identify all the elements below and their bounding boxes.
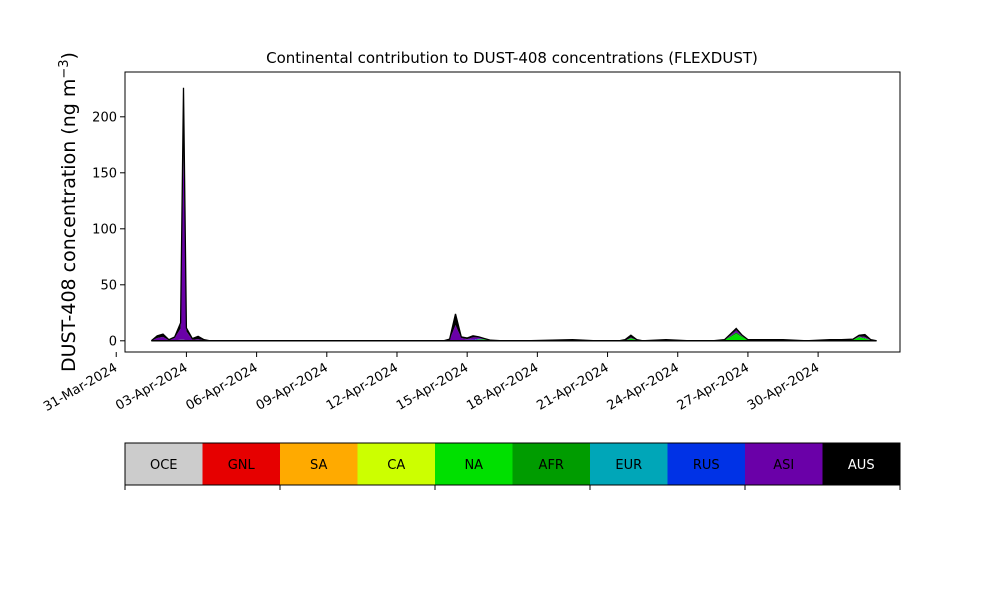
x-tick-label: 30-Apr-2024 xyxy=(745,360,822,413)
legend-swatch-aus xyxy=(822,443,901,485)
x-tick-label: 15-Apr-2024 xyxy=(394,360,471,413)
legend: OCE GNL SA CA NA AFR EUR RUS ASI AUS xyxy=(124,442,901,490)
legend-label-na: NA xyxy=(464,458,483,473)
legend-swatch-na xyxy=(435,443,513,485)
legend-label-aus: AUS xyxy=(848,458,875,473)
area-aus xyxy=(151,87,877,341)
total-outline xyxy=(150,87,877,342)
legend-label-asi: ASI xyxy=(773,458,794,473)
legend-label-rus: RUS xyxy=(693,458,720,473)
legend-swatch-gnl xyxy=(202,443,281,485)
legend-label-oce: OCE xyxy=(150,458,178,473)
legend-swatch-rus xyxy=(667,443,746,485)
x-tick-label: 21-Apr-2024 xyxy=(534,360,611,413)
x-tick-label: 24-Apr-2024 xyxy=(605,360,682,413)
legend-label-sa: SA xyxy=(310,458,327,473)
x-tick-label: 18-Apr-2024 xyxy=(464,360,541,413)
x-tick-label: 09-Apr-2024 xyxy=(254,360,331,413)
area-asi xyxy=(151,149,877,341)
y-axis-label-main: DUST-408 concentration (ng m xyxy=(58,79,80,372)
y-tick-label: 0 xyxy=(109,334,117,349)
y-axis-label-close: ) xyxy=(58,52,80,59)
x-tick-label: 27-Apr-2024 xyxy=(675,360,752,413)
legend-label-ca: CA xyxy=(387,458,405,473)
y-tick-label: 100 xyxy=(92,222,117,237)
legend-swatch-afr xyxy=(512,443,591,485)
area-afr xyxy=(151,332,877,341)
x-tick-label: 31-Mar-2024 xyxy=(41,360,120,414)
legend-label-gnl: GNL xyxy=(228,458,256,473)
series-layer xyxy=(150,87,877,342)
y-tick-label: 200 xyxy=(92,110,117,125)
x-tick-label: 03-Apr-2024 xyxy=(113,360,190,413)
y-axis: 0 50 100 150 200 xyxy=(92,110,125,349)
legend-frame xyxy=(124,442,901,486)
legend-swatch-oce xyxy=(125,443,203,485)
legend-label-eur: EUR xyxy=(615,458,642,473)
area-na xyxy=(151,334,877,341)
plot-frame xyxy=(124,71,901,353)
y-axis-label: DUST-408 concentration (ng m−3) xyxy=(57,52,80,372)
legend-swatch-ca xyxy=(357,443,436,485)
x-axis: 31-Mar-202403-Apr-202406-Apr-202409-Apr-… xyxy=(41,352,822,415)
x-tick-label: 12-Apr-2024 xyxy=(324,360,401,413)
legend-swatch-asi xyxy=(745,443,823,485)
y-tick-label: 50 xyxy=(100,278,117,293)
x-tick-label: 06-Apr-2024 xyxy=(183,360,260,413)
legend-label-afr: AFR xyxy=(539,458,564,473)
y-tick-label: 150 xyxy=(92,166,117,181)
legend-swatch-sa xyxy=(280,443,358,485)
chart-title: Continental contribution to DUST-408 con… xyxy=(266,49,758,67)
y-axis-label-exponent: −3 xyxy=(57,59,72,78)
legend-swatch-eur xyxy=(590,443,668,485)
